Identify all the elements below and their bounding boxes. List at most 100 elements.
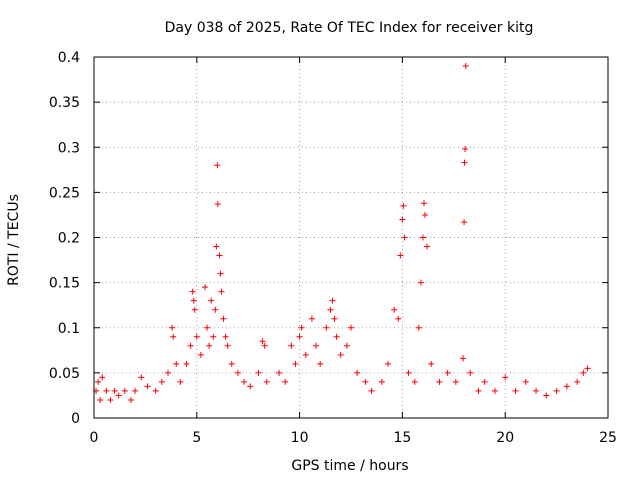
data-point [132,387,139,394]
data-points [93,63,591,403]
data-point [400,202,407,209]
data-point [206,342,213,349]
data-point [214,201,221,208]
y-tick-label: 0.4 [58,50,80,66]
data-point [462,63,469,70]
data-point [288,342,295,349]
data-point [158,378,165,385]
data-point [329,297,336,304]
data-point [424,243,431,250]
data-point [491,387,498,394]
data-point [220,315,227,322]
chart-title: Day 038 of 2025, Rate Of TEC Index for r… [165,20,534,36]
data-point [152,387,159,394]
data-point [95,378,102,385]
data-point [543,392,550,399]
data-point [411,378,418,385]
data-point [107,396,114,403]
data-point [234,369,241,376]
data-point [170,333,177,340]
data-point [296,333,303,340]
data-point [512,387,519,394]
data-point [522,378,529,385]
data-point [228,360,235,367]
data-point [191,306,198,313]
x-tick-label: 15 [393,430,411,446]
data-point [144,383,151,390]
data-point [224,342,231,349]
data-point [337,351,344,358]
data-point [461,219,468,226]
data-point [481,378,488,385]
data-point [276,369,283,376]
data-point [428,360,435,367]
data-point [584,365,591,372]
data-point [138,374,145,381]
data-point [208,297,215,304]
data-point [422,211,429,218]
data-point [97,396,104,403]
data-point [563,383,570,390]
data-point [331,315,338,322]
data-point [204,324,211,331]
data-point [263,378,270,385]
data-point [189,288,196,295]
data-point [173,360,180,367]
data-point [415,324,422,331]
data-point [99,374,106,381]
x-tick-label: 5 [192,430,201,446]
data-point [323,324,330,331]
data-point [417,279,424,286]
data-point [452,378,459,385]
data-point [391,306,398,313]
data-point [378,378,385,385]
data-point [317,360,324,367]
data-point [213,243,220,250]
data-point [580,369,587,376]
data-point [217,270,224,277]
x-tick-label: 25 [599,430,617,446]
data-point [282,378,289,385]
data-point [343,342,350,349]
ticks: 0 5 10 15 20 25 0 0.05 0.1 0.15 0.2 0.25 0.3 0.35 0.4 [49,50,617,446]
data-point [202,284,209,291]
data-point [165,369,172,376]
data-point [502,374,509,381]
data-point [212,306,219,313]
data-point [397,252,404,259]
data-point [467,369,474,376]
data-point [348,324,354,331]
x-tick-label: 20 [496,430,514,446]
data-point [405,369,412,376]
data-point [298,324,305,331]
data-point [261,342,268,349]
data-point [475,387,482,394]
x-tick-label: 10 [291,430,309,446]
data-point [460,355,467,362]
data-point [121,387,128,394]
data-point [216,252,223,259]
y-tick-label: 0.1 [58,321,80,337]
data-point [553,387,560,394]
data-point [327,306,334,313]
x-axis-label: GPS time / hours [291,458,408,474]
y-tick-label: 0.15 [49,276,80,292]
y-tick-label: 0.25 [49,185,80,201]
data-point [111,387,118,394]
data-point [214,162,221,169]
data-point [308,315,315,322]
data-point [241,378,248,385]
data-point [436,378,443,385]
data-point [313,342,320,349]
data-point [177,378,184,385]
data-point [462,146,469,153]
data-point [218,288,225,295]
data-point [292,360,299,367]
data-point [354,369,361,376]
y-axis-label: ROTI / TECUs [6,194,22,286]
data-point [419,234,426,241]
data-point [190,297,197,304]
data-point [210,333,217,340]
data-point [169,324,176,331]
